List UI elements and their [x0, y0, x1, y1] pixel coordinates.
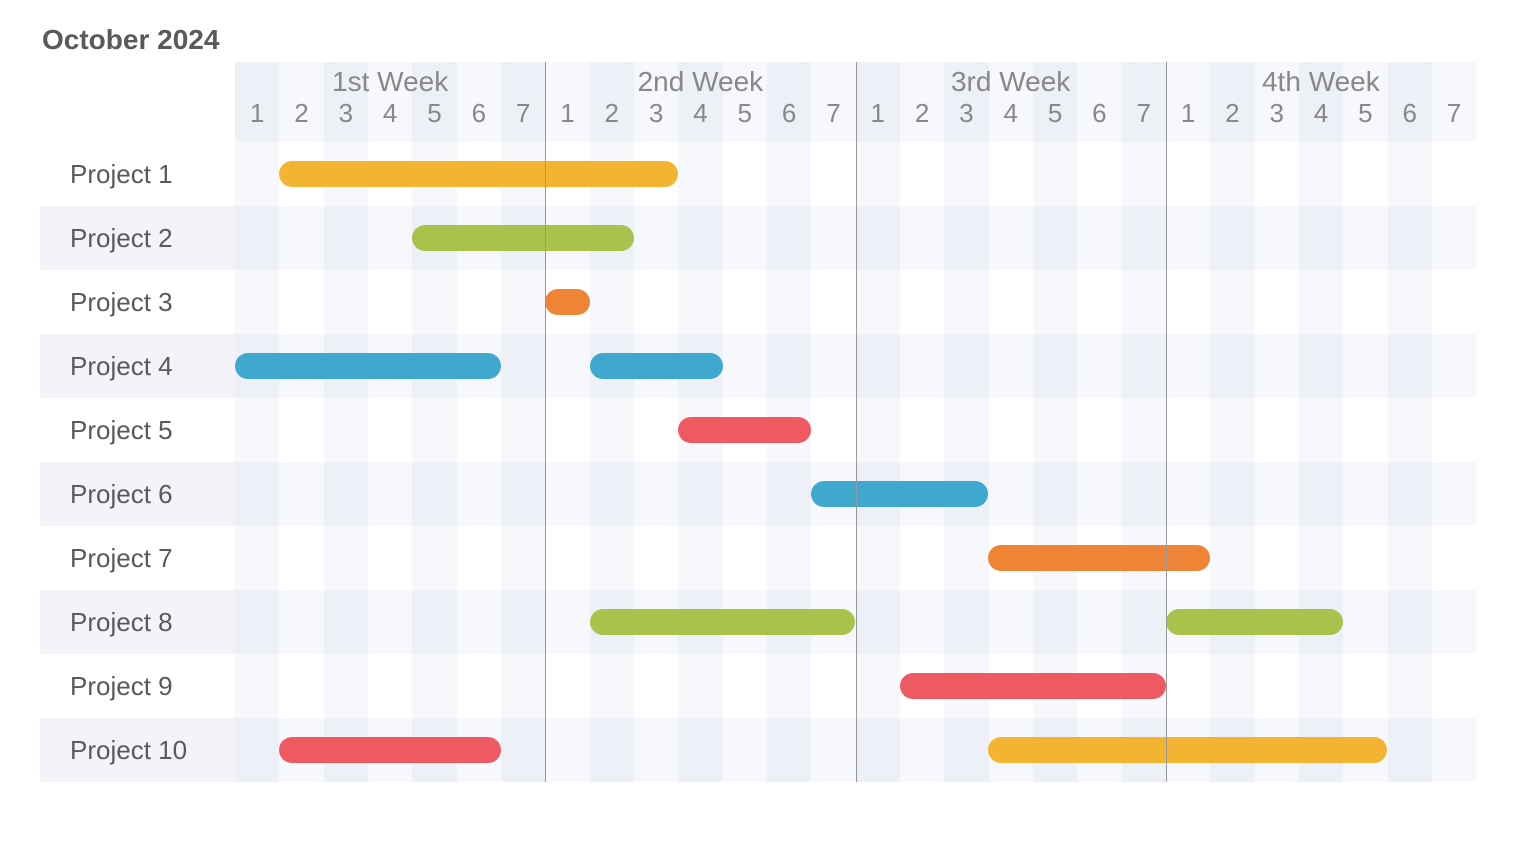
days-row: 1234567123456712345671234567 [235, 98, 1476, 135]
header-grid: 1st Week2nd Week3rd Week4th Week12345671… [235, 62, 1476, 142]
weeks-row: 1st Week2nd Week3rd Week4th Week [235, 62, 1476, 98]
project-label: Project 3 [40, 270, 235, 334]
project-label: Project 5 [40, 398, 235, 462]
day-label: 4 [678, 98, 722, 135]
day-label: 6 [1077, 98, 1121, 135]
row-grid [235, 334, 1476, 398]
day-label: 7 [501, 98, 545, 135]
chart-title: October 2024 [42, 24, 1476, 56]
gantt-bar[interactable] [590, 353, 723, 379]
project-label: Project 2 [40, 206, 235, 270]
day-label: 1 [545, 98, 589, 135]
gantt-bar[interactable] [412, 225, 634, 251]
gantt-row: Project 10 [40, 718, 1476, 782]
day-label: 5 [1033, 98, 1077, 135]
row-grid [235, 526, 1476, 590]
day-label: 2 [279, 98, 323, 135]
day-label: 3 [634, 98, 678, 135]
week-label: 4th Week [1166, 62, 1476, 98]
row-grid [235, 142, 1476, 206]
gantt-bar[interactable] [678, 417, 811, 443]
row-grid [235, 206, 1476, 270]
day-label: 5 [412, 98, 456, 135]
gantt-bar[interactable] [235, 353, 501, 379]
row-grid [235, 654, 1476, 718]
project-label: Project 8 [40, 590, 235, 654]
timeline-header: 1st Week2nd Week3rd Week4th Week12345671… [40, 62, 1476, 142]
day-label: 3 [1255, 98, 1299, 135]
day-label: 5 [723, 98, 767, 135]
day-label: 2 [900, 98, 944, 135]
row-grid [235, 270, 1476, 334]
gantt-chart-container: October 2024 1st Week2nd Week3rd Week4th… [0, 0, 1536, 847]
gantt-row: Project 6 [40, 462, 1476, 526]
project-label: Project 9 [40, 654, 235, 718]
project-label: Project 10 [40, 718, 235, 782]
day-label: 5 [1343, 98, 1387, 135]
row-grid [235, 590, 1476, 654]
week-label: 2nd Week [545, 62, 855, 98]
day-label: 1 [1166, 98, 1210, 135]
project-label: Project 1 [40, 142, 235, 206]
gantt-bar[interactable] [988, 545, 1210, 571]
day-label: 2 [1210, 98, 1254, 135]
day-label: 7 [1122, 98, 1166, 135]
gantt-bar[interactable] [1166, 609, 1343, 635]
gantt-row: Project 3 [40, 270, 1476, 334]
day-label: 6 [457, 98, 501, 135]
gantt-row: Project 4 [40, 334, 1476, 398]
gantt-rows: Project 1Project 2Project 3Project 4Proj… [40, 142, 1476, 782]
row-grid [235, 462, 1476, 526]
project-label: Project 7 [40, 526, 235, 590]
day-label: 7 [811, 98, 855, 135]
day-label: 1 [235, 98, 279, 135]
day-label: 4 [1299, 98, 1343, 135]
week-label: 1st Week [235, 62, 545, 98]
gantt-row: Project 2 [40, 206, 1476, 270]
gantt-bar[interactable] [811, 481, 988, 507]
project-label: Project 4 [40, 334, 235, 398]
header-label-spacer [40, 62, 235, 142]
gantt-bar[interactable] [279, 737, 501, 763]
gantt-chart: 1st Week2nd Week3rd Week4th Week12345671… [40, 62, 1476, 782]
gantt-bar[interactable] [590, 609, 856, 635]
gantt-row: Project 7 [40, 526, 1476, 590]
week-label: 3rd Week [856, 62, 1166, 98]
project-label: Project 6 [40, 462, 235, 526]
day-label: 2 [590, 98, 634, 135]
gantt-row: Project 5 [40, 398, 1476, 462]
gantt-bar[interactable] [900, 673, 1166, 699]
day-label: 1 [856, 98, 900, 135]
day-label: 4 [989, 98, 1033, 135]
row-grid [235, 718, 1476, 782]
day-label: 6 [767, 98, 811, 135]
gantt-row: Project 8 [40, 590, 1476, 654]
row-grid [235, 398, 1476, 462]
day-label: 4 [368, 98, 412, 135]
gantt-row: Project 9 [40, 654, 1476, 718]
gantt-bar[interactable] [279, 161, 678, 187]
day-label: 6 [1388, 98, 1432, 135]
gantt-bar[interactable] [988, 737, 1387, 763]
gantt-bar[interactable] [545, 289, 589, 315]
day-label: 7 [1432, 98, 1476, 135]
day-label: 3 [944, 98, 988, 135]
day-label: 3 [324, 98, 368, 135]
gantt-row: Project 1 [40, 142, 1476, 206]
